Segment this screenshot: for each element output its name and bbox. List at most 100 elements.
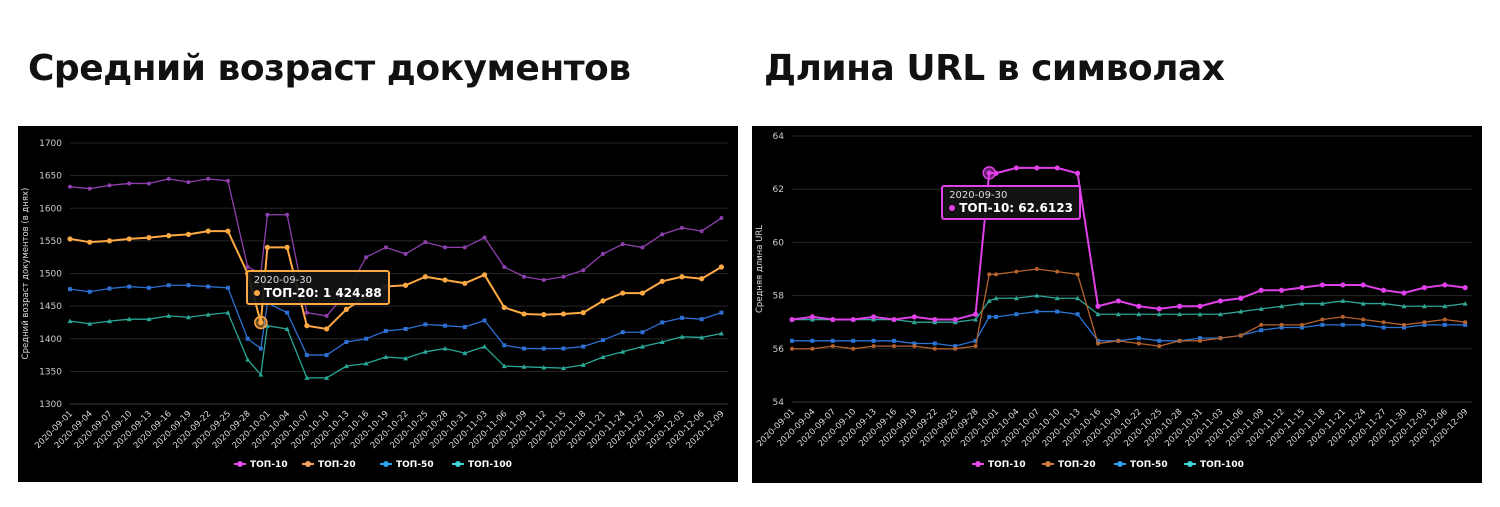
data-point: [1442, 303, 1448, 309]
data-point: [1238, 295, 1244, 301]
y-tick-label: 56: [773, 345, 785, 355]
legend-marker: [975, 461, 981, 467]
data-point: [443, 245, 448, 250]
data-point: [68, 287, 72, 292]
data-point: [659, 339, 665, 345]
data-point: [699, 276, 705, 282]
data-point: [1075, 312, 1080, 317]
data-point: [1421, 303, 1427, 309]
data-point: [1463, 320, 1468, 325]
data-point: [1299, 301, 1305, 306]
legend-marker: [237, 461, 243, 467]
data-point: [363, 361, 369, 366]
data-point: [871, 344, 876, 349]
data-point: [1156, 306, 1162, 312]
data-point: [1034, 165, 1040, 171]
data-point: [106, 318, 112, 324]
data-point: [324, 313, 329, 318]
data-point: [1055, 309, 1060, 314]
y-tick-label: 1450: [39, 302, 62, 312]
data-point: [561, 346, 566, 351]
data-point: [639, 344, 645, 349]
data-point: [871, 314, 877, 320]
data-point: [953, 344, 958, 349]
data-point: [1054, 295, 1060, 301]
data-point: [206, 284, 211, 289]
data-point: [600, 298, 606, 304]
data-point: [790, 338, 794, 343]
tooltip-label: ТОП-20:: [263, 285, 323, 300]
data-point: [1013, 165, 1019, 171]
data-point: [501, 304, 507, 311]
data-point: [284, 326, 290, 331]
data-point: [442, 277, 448, 283]
data-point: [1157, 344, 1162, 349]
data-point: [600, 354, 606, 360]
data-point: [186, 283, 191, 288]
data-point: [1340, 314, 1345, 319]
data-point: [973, 317, 979, 322]
data-point: [1258, 306, 1264, 311]
data-point: [1340, 282, 1346, 288]
data-point: [986, 170, 992, 176]
legend-item-label: ТОП-100: [468, 460, 512, 470]
legend-item-label: ТОП-10: [988, 460, 1026, 470]
data-point: [1300, 325, 1304, 330]
data-point: [522, 346, 527, 351]
data-point: [344, 340, 349, 345]
data-point: [620, 330, 625, 335]
data-point: [987, 272, 992, 277]
data-point: [993, 295, 999, 301]
data-point: [442, 346, 448, 351]
data-point: [1401, 303, 1407, 309]
data-point: [973, 338, 978, 343]
tooltip-series-dot: [949, 205, 956, 212]
data-point: [1381, 320, 1386, 325]
data-point: [699, 229, 704, 234]
data-point: [1217, 298, 1223, 304]
data-point: [1197, 311, 1203, 317]
data-point: [851, 346, 856, 351]
y-tick-label: 1550: [39, 237, 62, 247]
data-point: [1258, 287, 1264, 293]
data-point: [107, 286, 112, 291]
document-age-chart: 1300 1350 1400 1450 1500 1550 1600 1650 1700 Сред…: [18, 126, 738, 482]
data-point: [719, 216, 724, 221]
data-point: [1115, 311, 1121, 317]
data-point: [1401, 290, 1407, 296]
data-point: [462, 350, 468, 356]
data-point: [994, 272, 998, 277]
left-slide-title: Средний возраст документов: [28, 48, 631, 89]
data-point: [640, 245, 645, 250]
y-axis-title: Средний возраст документов (в днях): [21, 188, 31, 360]
data-point: [67, 318, 73, 324]
data-point: [871, 338, 876, 343]
tooltip-value: 62.6123: [1018, 200, 1073, 215]
data-point: [343, 363, 349, 369]
data-point: [1320, 317, 1325, 322]
data-point: [146, 285, 151, 290]
data-point: [1034, 267, 1039, 271]
data-point: [953, 346, 958, 351]
data-point: [1157, 338, 1162, 343]
data-point: [364, 255, 369, 260]
data-point: [541, 346, 546, 351]
data-point: [1442, 282, 1448, 288]
data-point: [403, 251, 408, 256]
data-point: [1014, 269, 1019, 274]
data-point: [1075, 295, 1081, 301]
data-point: [1360, 301, 1366, 306]
data-point: [1279, 325, 1284, 330]
chart-tooltip: 2020-09-30 ТОП-20: 1 424.88: [245, 269, 390, 305]
tooltip-series-dot: [253, 290, 260, 297]
data-point: [1096, 341, 1100, 346]
legend-marker: [1045, 461, 1051, 467]
data-point: [640, 330, 645, 335]
data-point: [561, 365, 566, 371]
data-point: [560, 311, 567, 317]
data-point: [462, 280, 468, 286]
data-point: [166, 283, 171, 288]
legend-marker: [305, 461, 311, 467]
chart-tooltip: 2020-09-30 ТОП-10: 62.6123: [941, 184, 1081, 220]
